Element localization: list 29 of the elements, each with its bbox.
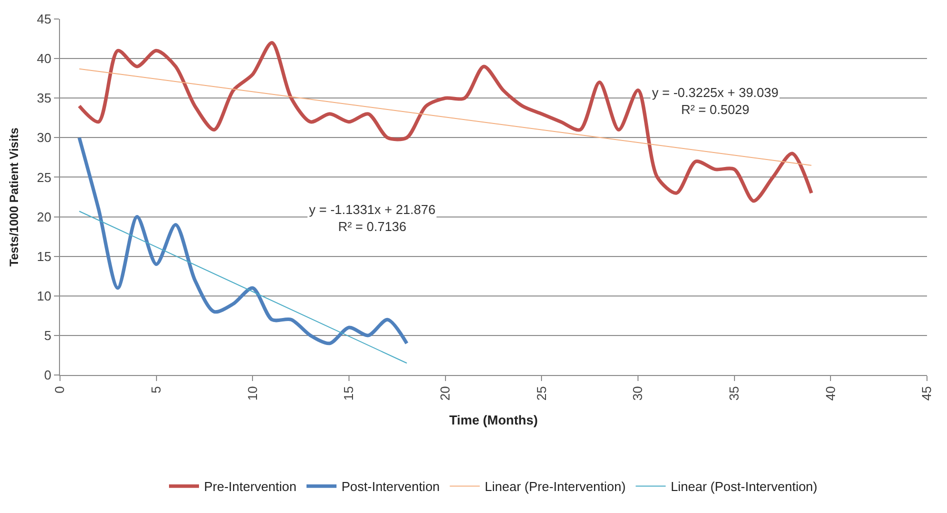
y-tick-label: 30 [36, 130, 52, 146]
y-tick-label: 25 [36, 170, 52, 185]
x-tick-label: 30 [630, 386, 646, 401]
x-tick-label: 20 [438, 386, 453, 401]
y-tick-label: 10 [36, 288, 52, 304]
y-tick-label: 20 [36, 209, 52, 224]
x-tick-label: 5 [148, 386, 164, 394]
x-tick-label: 35 [726, 386, 742, 401]
annotation: y = -0.3225x + 39.039 R² = 0.5029 [652, 85, 778, 117]
legend-label: Post-Intervention [342, 479, 440, 494]
legend-label: Pre-Intervention [204, 479, 296, 494]
line-series [78, 40, 814, 203]
annotation: y = -1.1331x + 21.876 R² = 0.7136 [309, 202, 436, 234]
x-tick-label: 15 [341, 386, 356, 401]
x-axis-title: Time (Months) [449, 412, 538, 428]
y-tick-label: 45 [36, 12, 52, 27]
y-tick-label: 5 [44, 328, 52, 343]
legend-label: Linear (Post-Intervention) [670, 479, 818, 494]
y-tick-label: 0 [44, 368, 52, 383]
x-tick-label: 25 [534, 386, 549, 401]
y-tick-label: 15 [36, 248, 52, 264]
y-axis-title: Tests/1000 Patient Visits [7, 127, 22, 266]
y-tick-label: 40 [36, 51, 52, 66]
legend-label: Linear (Pre-Intervention) [484, 479, 626, 494]
x-tick-label: 0 [52, 386, 68, 394]
x-tick-label: 10 [244, 386, 260, 401]
x-tick-label: 40 [822, 386, 838, 401]
y-tick-label: 35 [36, 90, 52, 106]
x-tick-label: 45 [919, 386, 934, 401]
